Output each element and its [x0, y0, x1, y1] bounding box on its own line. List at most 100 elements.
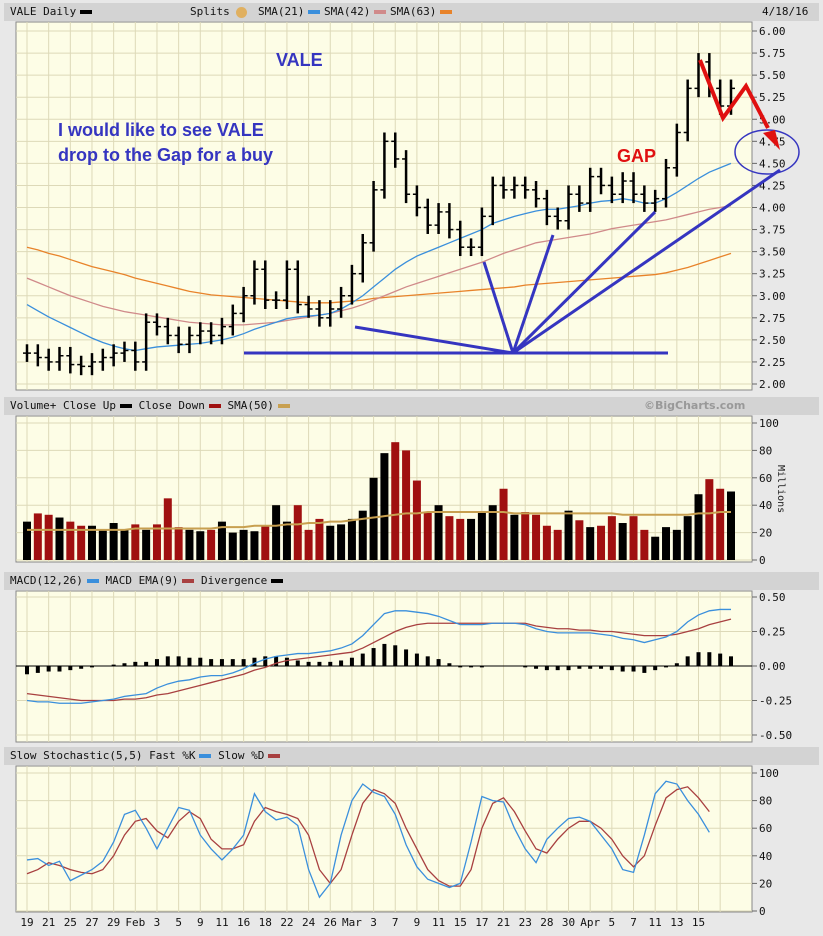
- volume-bar: [683, 516, 692, 560]
- volume-bar: [250, 531, 259, 560]
- divergence-bar: [230, 659, 235, 666]
- volume-bar: [434, 505, 443, 560]
- volume-bar: [131, 524, 140, 560]
- volume-bar: [261, 525, 270, 560]
- volume-bar: [196, 531, 205, 560]
- price-panel-header: VALE Daily Splits SMA(21) SMA(42) SMA(63…: [4, 3, 819, 21]
- divergence-bar: [729, 656, 733, 666]
- volume-bar: [87, 525, 96, 560]
- y-tick-label: 80: [759, 795, 772, 808]
- price-plot-area: [15, 21, 753, 391]
- volume-bar: [152, 524, 161, 560]
- x-tick-label: 11: [649, 916, 662, 929]
- ohlc-bar: [380, 132, 389, 199]
- volume-bar: [380, 453, 389, 560]
- volume-bar: [467, 518, 476, 560]
- volume-bar: [239, 529, 248, 560]
- volume-bar: [662, 527, 671, 560]
- x-tick-label: 7: [630, 916, 637, 929]
- volume-bar: [542, 525, 551, 560]
- y-tick-label: 6.00: [759, 25, 786, 38]
- y-tick-label: 60: [759, 822, 772, 835]
- splits-legend: Splits: [190, 3, 248, 21]
- volume-bar: [44, 514, 53, 560]
- divergence-bar: [664, 666, 669, 668]
- volume-bar: [727, 491, 735, 560]
- ohlc-bar: [456, 220, 465, 257]
- divergence-bar: [696, 652, 701, 666]
- volume-bar: [716, 488, 725, 560]
- x-tick-label: 21: [497, 916, 510, 929]
- divergence-bar: [284, 657, 289, 666]
- ohlc-bar: [618, 172, 627, 204]
- volume-bar: [337, 524, 346, 560]
- divergence-bar: [349, 657, 354, 666]
- x-tick-label: 24: [302, 916, 316, 929]
- y-tick-label: 40: [759, 499, 772, 512]
- x-tick-label: Mar: [342, 916, 362, 929]
- volume-bar: [640, 529, 649, 560]
- volume-bar: [629, 516, 638, 560]
- divergence-bar: [620, 666, 625, 672]
- macd-panel-header: MACD(12,26) MACD EMA(9) Divergence: [4, 572, 819, 590]
- divergence-bar: [122, 663, 127, 666]
- y-tick-label: 0: [759, 554, 766, 567]
- ohlc-bar: [586, 167, 595, 212]
- x-tick-label: 3: [370, 916, 377, 929]
- volume-bar: [185, 529, 194, 560]
- y-tick-label: 3.50: [759, 246, 786, 259]
- ohlc-bar: [152, 313, 161, 336]
- ohlc-bar: [98, 348, 107, 371]
- x-tick-label: 5: [175, 916, 182, 929]
- y-tick-label: 0.50: [759, 591, 786, 604]
- annotation-fan-line: [511, 234, 555, 354]
- divergence-bar: [35, 666, 40, 673]
- ohlc-bar: [597, 167, 606, 195]
- divergence-bar: [154, 659, 159, 666]
- annotation-fan-line: [354, 325, 514, 355]
- divergence-bar: [577, 666, 582, 669]
- x-tick-label: 17: [475, 916, 488, 929]
- divergence-bar: [534, 666, 539, 669]
- divergence-bar: [263, 656, 268, 666]
- x-tick-label: 22: [280, 916, 293, 929]
- volume-bar: [98, 529, 107, 560]
- ohlc-bar: [196, 322, 205, 345]
- ohlc-bar: [55, 346, 64, 371]
- divergence-bar: [198, 657, 203, 666]
- x-tick-label: 15: [692, 916, 705, 929]
- ohlc-bar: [391, 132, 400, 168]
- ohlc-bar: [207, 322, 216, 345]
- ohlc-bar: [553, 207, 562, 230]
- ohlc-bar: [412, 185, 421, 217]
- bigcharts-brand: ©BigCharts.com: [644, 399, 746, 412]
- volume-bar: [347, 518, 356, 560]
- macd-ema-line: [26, 618, 732, 702]
- annotation-note-line1: I would like to see VALE: [58, 120, 264, 140]
- x-tick-label: 13: [670, 916, 683, 929]
- ohlc-bar: [510, 176, 519, 199]
- ohlc-bar: [304, 295, 313, 318]
- volume-bar: [109, 523, 118, 560]
- y-tick-label: 4.00: [759, 202, 786, 215]
- divergence-bar: [599, 666, 604, 669]
- y-tick-label: -0.50: [759, 729, 792, 742]
- volume-bar: [651, 536, 660, 560]
- divergence-bar: [674, 663, 679, 666]
- divergence-bar: [252, 657, 257, 666]
- volume-bar: [174, 527, 183, 560]
- volume-bar: [597, 525, 606, 560]
- volume-bar: [304, 529, 313, 560]
- sma21-legend: SMA(21): [258, 3, 321, 21]
- ohlc-bar: [272, 291, 281, 309]
- volume-bar: [521, 512, 530, 560]
- divergence-bar: [111, 664, 116, 666]
- annotation-fan-line: [511, 210, 657, 355]
- volume-bar: [228, 532, 237, 560]
- divergence-bar: [653, 666, 658, 671]
- ohlc-bar: [662, 158, 671, 208]
- ohlc-bar: [542, 189, 551, 226]
- x-tick-label: 9: [414, 916, 421, 929]
- volume-bar: [66, 521, 75, 560]
